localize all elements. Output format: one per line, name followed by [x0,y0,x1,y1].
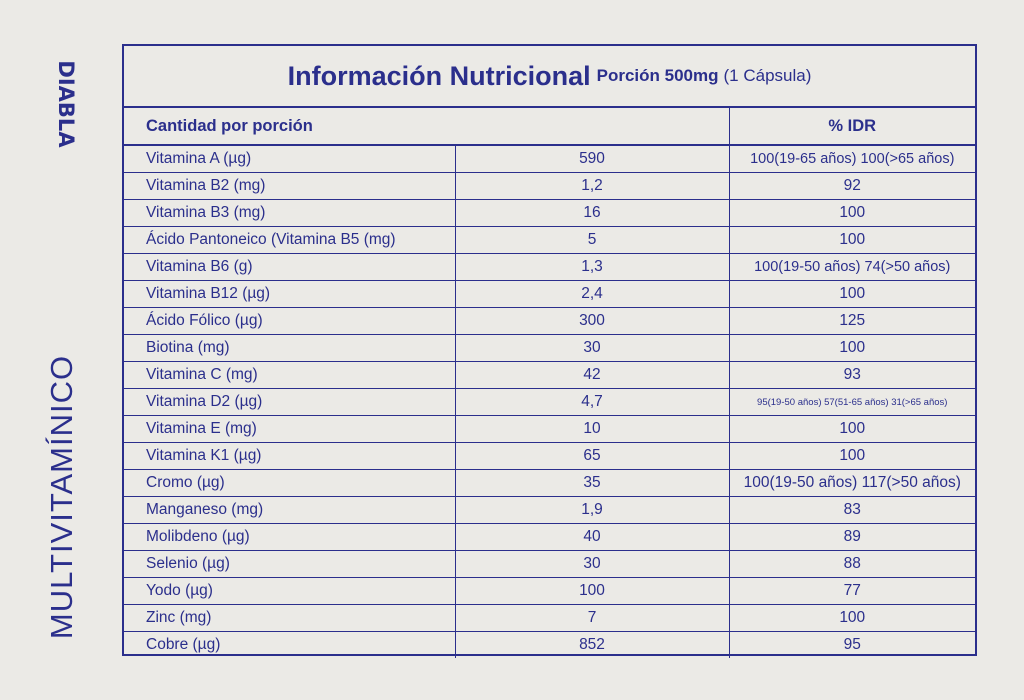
nutrient-amount: 30 [455,334,730,362]
nutrient-idr: 95(19-50 años) 57(51-65 años) 31(>65 año… [729,388,975,416]
nutrient-amount: 1,9 [455,496,730,524]
nutrient-name: Vitamina A (µg) [124,145,456,173]
product-name: MULTIVITAMÍNICO [44,354,79,640]
nutrient-name: Cobre (µg) [124,631,456,658]
table-row: Vitamina A (µg) 590 100(19-65 años) 100(>6… [124,145,975,173]
table-row: Yodo (µg) 100 77 [124,577,975,605]
nutrient-amount: 40 [455,523,730,551]
nutrient-name: Vitamina K1 (µg) [124,442,456,470]
nutrient-amount: 590 [455,145,730,173]
table-row: Biotina (mg) 30 100 [124,334,975,362]
nutrient-idr: 100 [729,199,975,227]
nutrient-name: Vitamina B3 (mg) [124,199,456,227]
nutrient-name: Vitamina C (mg) [124,361,456,389]
nutrient-amount: 65 [455,442,730,470]
nutrient-idr: 93 [729,361,975,389]
nutrient-amount: 42 [455,361,730,389]
nutrient-idr: 100 [729,442,975,470]
table-row: Vitamina E (mg) 10 100 [124,415,975,443]
table-header-row: Cantidad por porción % IDR [124,108,975,146]
table-body: Vitamina A (µg) 590 100(19-65 años) 100(>6… [124,145,975,658]
table-row: Selenio (µg) 30 88 [124,550,975,578]
nutrient-idr: 125 [729,307,975,335]
table-row: Manganeso (mg) 1,9 83 [124,496,975,524]
nutrition-facts-panel: Información Nutricional Porción 500mg (1… [122,44,977,658]
table-row: Vitamina B3 (mg) 16 100 [124,199,975,227]
table-row: Zinc (mg) 7 100 [124,604,975,632]
nutrient-name: Ácido Fólico (µg) [124,307,456,335]
portion-unit: (1 Cápsula) [723,66,812,85]
nutrient-idr: 83 [729,496,975,524]
nutrient-idr: 89 [729,523,975,551]
table-row: Molibdeno (µg) 40 89 [124,523,975,551]
nutrient-amount: 100 [455,577,730,605]
nutrient-idr: 100 [729,415,975,443]
table-row: Cobre (µg) 852 95 [124,631,975,658]
nutrient-name: Zinc (mg) [124,604,456,632]
brand-logo: DIABLA [54,60,78,148]
nutrient-idr: 88 [729,550,975,578]
table-row: Vitamina C (mg) 42 93 [124,361,975,389]
nutrient-name: Vitamina B6 (g) [124,253,456,281]
nutrient-idr: 100 [729,334,975,362]
nutrient-amount: 1,2 [455,172,730,200]
nutrient-name: Vitamina B2 (mg) [124,172,456,200]
nutrient-name: Manganeso (mg) [124,496,456,524]
table-row: Vitamina B12 (µg) 2,4 100 [124,280,975,308]
table-row: Cromo (µg) 35 100(19-50 años) 117(>50 años… [124,469,975,497]
nutrient-name: Vitamina E (mg) [124,415,456,443]
panel-header: Información Nutricional Porción 500mg (1… [124,46,975,108]
table-row: Vitamina D2 (µg) 4,7 95(19-50 años) 57(51-… [124,388,975,416]
nutrient-idr: 100(19-50 años) 117(>50 años) [729,469,975,497]
nutrient-idr: 92 [729,172,975,200]
nutrient-idr: 100 [729,226,975,254]
panel-title: Información Nutricional [287,60,591,91]
nutrient-idr: 100 [729,280,975,308]
portion-size: Porción 500mg [596,66,719,85]
nutrient-name: Vitamina B12 (µg) [124,280,456,308]
table-row: Vitamina B2 (mg) 1,2 92 [124,172,975,200]
nutrient-name: Ácido Pantoneico (Vitamina B5 (mg) [124,226,456,254]
nutrient-amount: 1,3 [455,253,730,281]
nutrient-amount: 2,4 [455,280,730,308]
nutrient-name: Cromo (µg) [124,469,456,497]
nutrient-amount: 30 [455,550,730,578]
nutrient-amount: 5 [455,226,730,254]
nutrient-idr: 95 [843,636,861,653]
nutrient-idr: 100(19-50 años) 74(>50 años) [729,253,975,281]
nutrient-amount: 35 [455,469,730,497]
nutrient-name: Biotina (mg) [124,334,456,362]
table-row: Vitamina B6 (g) 1,3 100(19-50 años) 74(>50… [124,253,975,281]
nutrient-amount: 16 [455,199,730,227]
nutrient-name: Vitamina D2 (µg) [124,388,456,416]
nutrient-amount: 300 [455,307,730,335]
nutrient-idr: 100 [729,604,975,632]
nutrient-name: Yodo (µg) [124,577,456,605]
nutrient-amount: 7 [455,604,730,632]
idr-column-header: % IDR [728,108,975,146]
nutrient-name: Selenio (µg) [124,550,456,578]
table-row: Ácido Fólico (µg) 300 125 [124,307,975,335]
table-row: Ácido Pantoneico (Vitamina B5 (mg) 5 100 [124,226,975,254]
nutrition-table: Cantidad por porción % IDR Vitamina A (µ… [124,108,975,658]
nutrient-amount: 4,7 [455,388,730,416]
nutrient-idr: 77 [729,577,975,605]
nutrient-amount: 10 [455,415,730,443]
amount-column-header: Cantidad por porción [124,108,729,146]
nutrient-idr: 100(19-65 años) 100(>65 años) [729,145,975,173]
nutrient-name: Molibdeno (µg) [124,523,456,551]
table-row: Vitamina K1 (µg) 65 100 [124,442,975,470]
nutrient-amount: 852 [455,631,730,658]
